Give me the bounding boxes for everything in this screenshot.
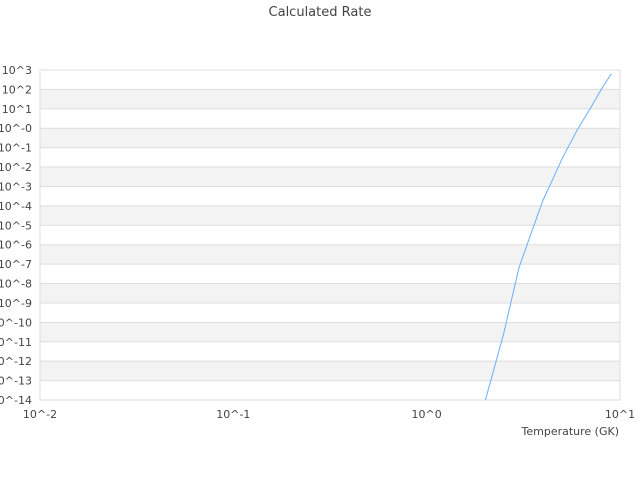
grid-band bbox=[40, 167, 620, 187]
plot-border bbox=[39, 69, 621, 401]
y-tick-label: 10^-13 bbox=[0, 375, 32, 388]
grid-band bbox=[40, 341, 620, 362]
grid-band bbox=[40, 244, 620, 265]
grid-band bbox=[40, 205, 620, 226]
grid-band bbox=[40, 89, 620, 109]
y-tick-label: 10^-11 bbox=[0, 336, 32, 349]
y-tick-label: 10^-14 bbox=[0, 394, 32, 407]
grid-band bbox=[40, 147, 620, 168]
grid-band bbox=[40, 70, 620, 90]
y-tick-label: 10^-2 bbox=[0, 161, 32, 174]
x-tick-label: 10^1 bbox=[605, 408, 635, 421]
chart-title: Calculated Rate bbox=[269, 5, 372, 20]
y-tick-label: 10^-4 bbox=[0, 200, 32, 213]
y-tick-label: 10^-5 bbox=[0, 219, 32, 232]
grid-band bbox=[40, 361, 620, 381]
y-tick-label: 10^-0 bbox=[0, 122, 32, 135]
grid-band bbox=[40, 322, 620, 342]
grid-band bbox=[40, 264, 620, 284]
y-tick-label: 10^-6 bbox=[0, 239, 32, 252]
x-tick-label: 10^0 bbox=[412, 408, 442, 421]
grid-band bbox=[40, 302, 620, 323]
grid-band bbox=[40, 108, 620, 129]
y-tick-label: 10^-3 bbox=[0, 180, 32, 193]
y-tick-label: 10^2 bbox=[2, 83, 32, 96]
grid-band bbox=[40, 283, 620, 303]
y-tick-label: 10^3 bbox=[2, 64, 32, 77]
y-tick-label: 10^-7 bbox=[0, 258, 32, 271]
y-tick-label: 10^-10 bbox=[0, 316, 32, 329]
x-tick-label: 10^-1 bbox=[216, 408, 250, 421]
y-tick-label: 10^1 bbox=[2, 103, 32, 116]
grid-band bbox=[40, 225, 620, 245]
y-tick-label: 10^-1 bbox=[0, 142, 32, 155]
x-axis-label: Temperature (GK) bbox=[521, 425, 620, 438]
y-tick-label: 10^-8 bbox=[0, 278, 32, 291]
y-tick-label: 10^-9 bbox=[0, 297, 32, 310]
y-tick-label: 10^-12 bbox=[0, 355, 32, 368]
grid-band bbox=[40, 186, 620, 206]
series-line bbox=[484, 73, 612, 400]
x-tick-label: 10^-2 bbox=[23, 408, 57, 421]
grid-band bbox=[40, 380, 620, 400]
grid-band bbox=[40, 128, 620, 148]
